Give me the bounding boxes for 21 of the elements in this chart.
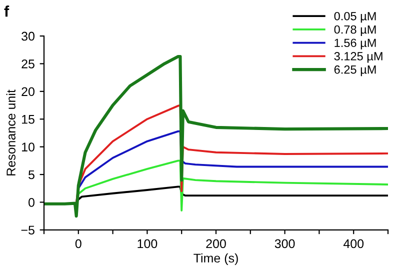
y-tick-label: 30 <box>22 32 34 41</box>
x-axis-title: Time (s) <box>194 253 238 266</box>
y-tick-label: 10 <box>22 142 34 152</box>
legend-label: 0.78 µM <box>334 25 376 36</box>
x-tick-label: 200 <box>206 239 226 248</box>
y-tick-label: 5 <box>28 170 34 180</box>
y-tick-label: −5 <box>21 226 34 235</box>
x-tick-label: 400 <box>343 239 364 248</box>
y-tick-label: 20 <box>22 87 34 96</box>
legend-label: 6.25 µM <box>334 65 376 76</box>
x-tick-label: 100 <box>138 239 158 248</box>
y-tick-label: 0 <box>28 198 34 207</box>
x-tick-label: 0 <box>75 239 82 248</box>
legend-label: 3.125 µM <box>334 52 382 63</box>
y-tick-label: 25 <box>22 60 34 68</box>
legend-label: 1.56 µM <box>334 38 376 50</box>
y-axis-title: Resonance unit <box>6 90 16 176</box>
legend-label: 0.05 µM <box>334 12 376 23</box>
x-tick-label: 300 <box>274 239 295 248</box>
y-tick-label: 15 <box>22 115 34 124</box>
chart-title: f <box>4 6 10 17</box>
